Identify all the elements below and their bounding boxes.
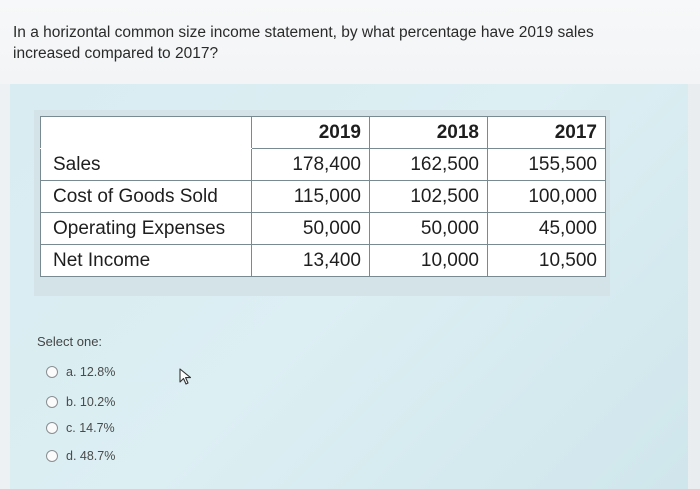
- table-row: Cost of Goods Sold 115,000 102,500 100,0…: [40, 180, 606, 213]
- cell-sales-2017: 155,500: [487, 148, 606, 181]
- radio-button-d[interactable]: [46, 450, 58, 462]
- table-row: Sales 178,400 162,500 155,500: [40, 148, 606, 181]
- cell-sales-2018: 162,500: [369, 148, 488, 181]
- income-statement-table: 2019 2018 2017 Sales 178,400 162,500 155…: [40, 116, 606, 277]
- cell-cogs-2019: 115,000: [251, 180, 370, 213]
- radio-button-b[interactable]: [46, 396, 58, 408]
- table-header-2017: 2017: [487, 116, 606, 149]
- option-c-label[interactable]: c. 14.7%: [66, 421, 115, 435]
- select-one-label: Select one:: [37, 334, 103, 349]
- row-label-net-income: Net Income: [40, 244, 252, 277]
- radio-button-a[interactable]: [46, 366, 58, 378]
- cell-opex-2018: 50,000: [369, 212, 488, 245]
- cell-cogs-2018: 102,500: [369, 180, 488, 213]
- table-row: Net Income 13,400 10,000 10,500: [40, 244, 606, 277]
- table-header-blank: [40, 116, 252, 149]
- table-header-row: 2019 2018 2017: [40, 116, 606, 149]
- row-label-opex: Operating Expenses: [40, 212, 252, 245]
- cell-net-income-2018: 10,000: [369, 244, 488, 277]
- option-b-label[interactable]: b. 10.2%: [66, 395, 116, 409]
- option-a-label[interactable]: a. 12.8%: [66, 365, 116, 379]
- table-header-2019: 2019: [251, 116, 370, 149]
- cell-opex-2017: 45,000: [487, 212, 606, 245]
- cell-net-income-2017: 10,500: [487, 244, 606, 277]
- radio-button-c[interactable]: [46, 422, 58, 434]
- option-d-label[interactable]: d. 48.7%: [66, 449, 116, 463]
- table-header-2018: 2018: [369, 116, 488, 149]
- row-label-sales: Sales: [40, 148, 252, 181]
- question-box: In a horizontal common size income state…: [0, 0, 700, 84]
- cell-cogs-2017: 100,000: [487, 180, 606, 213]
- option-b[interactable]: b. 10.2%: [46, 392, 115, 412]
- option-d[interactable]: d. 48.7%: [46, 446, 115, 466]
- cell-opex-2019: 50,000: [251, 212, 370, 245]
- cell-net-income-2019: 13,400: [251, 244, 370, 277]
- mouse-pointer-icon: [178, 368, 194, 391]
- table-row: Operating Expenses 50,000 50,000 45,000: [40, 212, 606, 245]
- cell-sales-2019: 178,400: [251, 148, 370, 181]
- option-c[interactable]: c. 14.7%: [46, 418, 115, 438]
- question-text: In a horizontal common size income state…: [13, 24, 594, 62]
- row-label-cogs: Cost of Goods Sold: [40, 180, 252, 213]
- option-a[interactable]: a. 12.8%: [46, 362, 115, 382]
